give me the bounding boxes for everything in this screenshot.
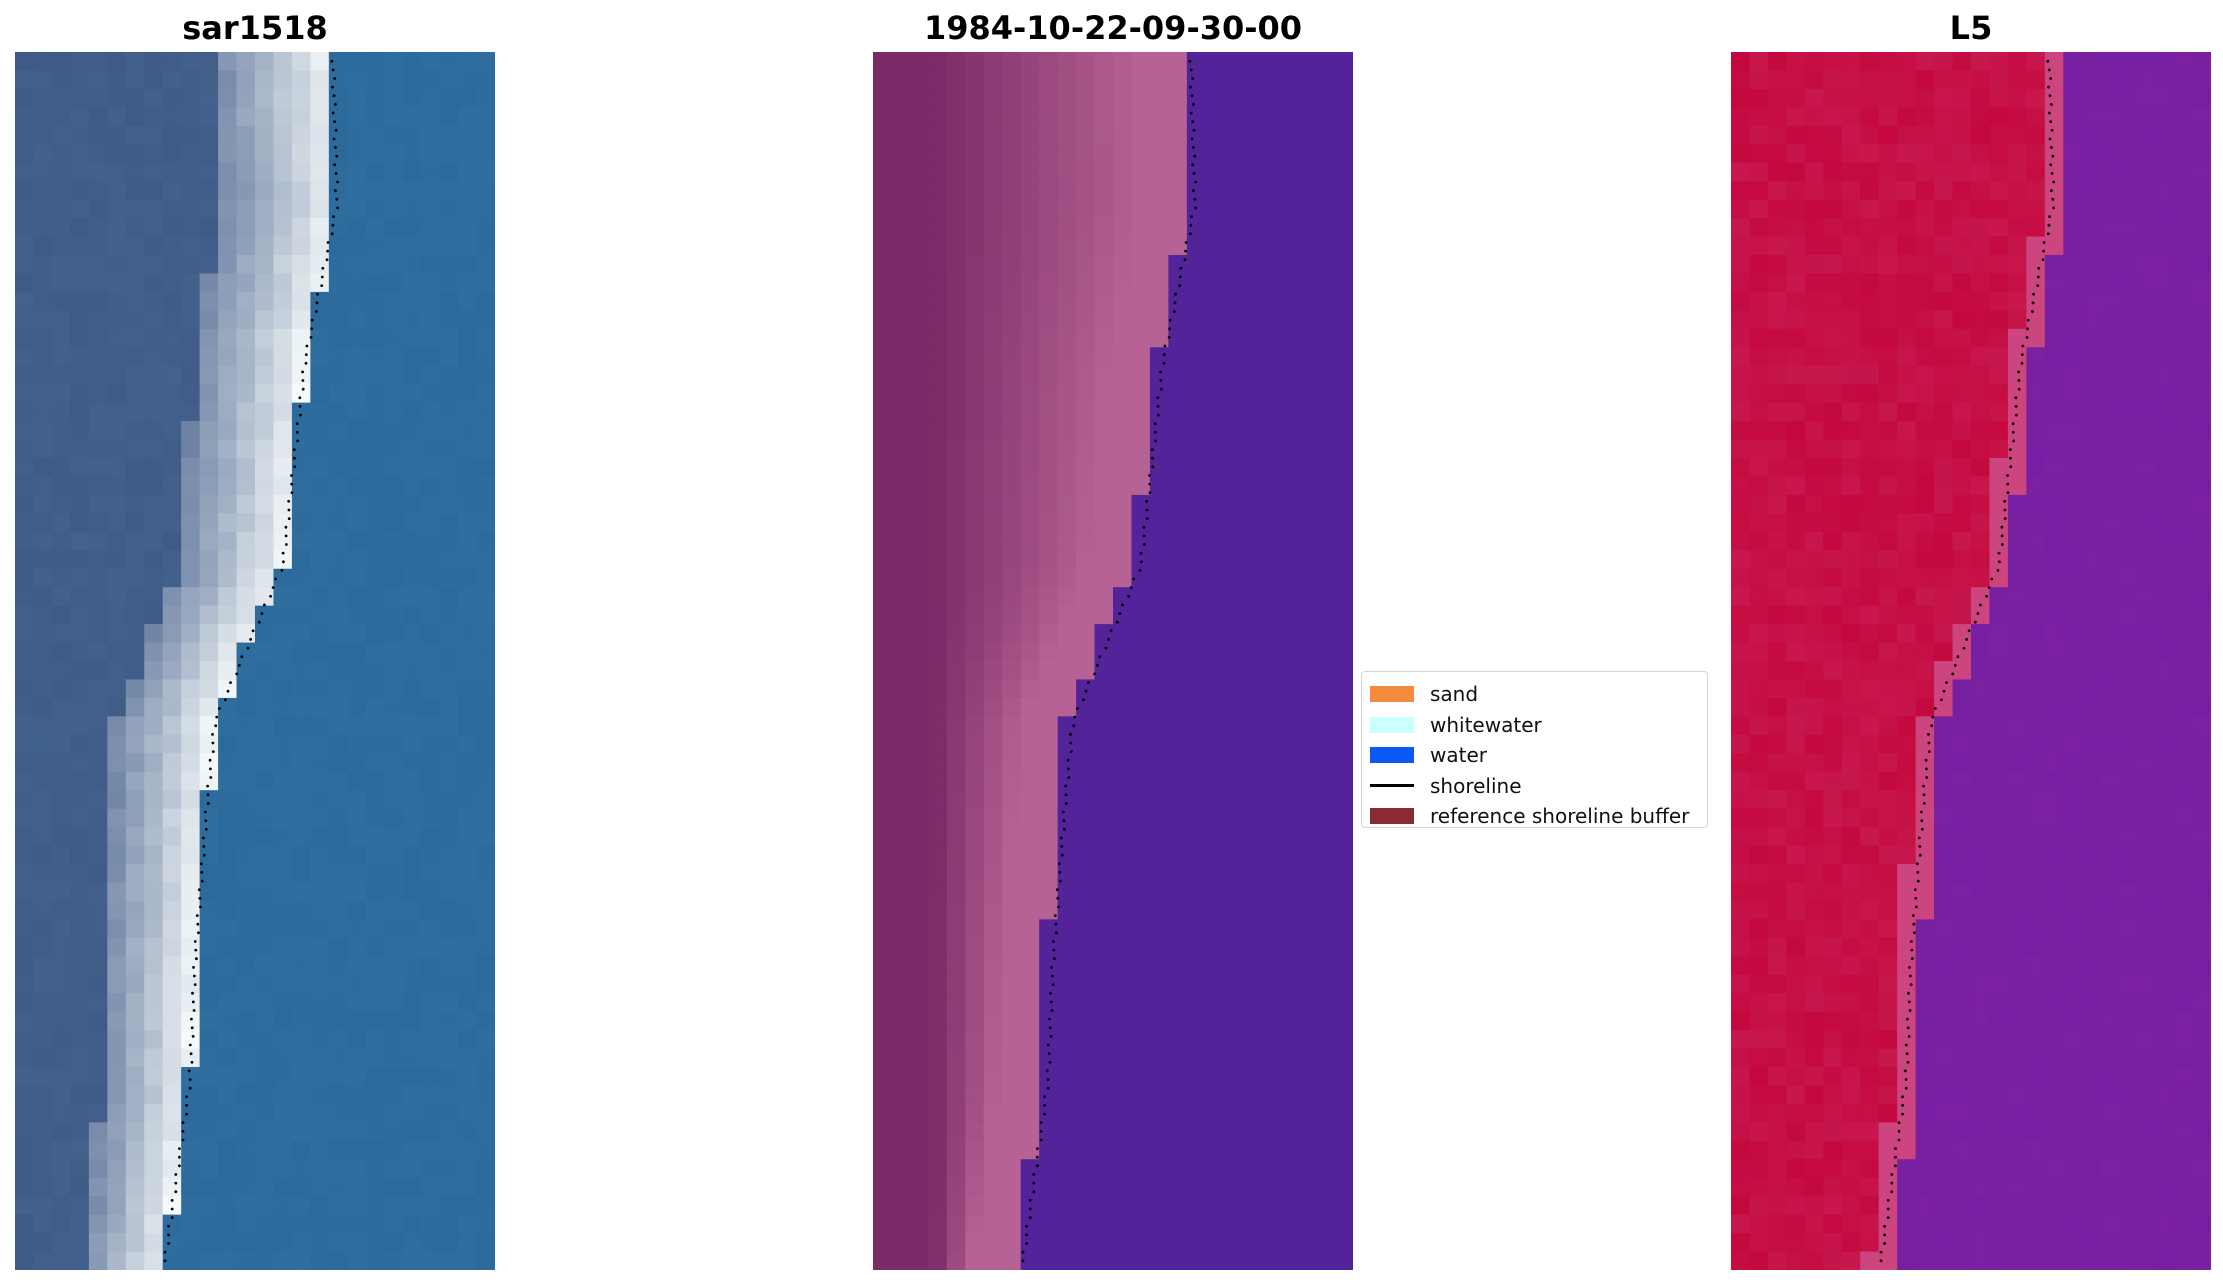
panel-index-image: L5 (1731, 0, 2211, 1283)
legend: sand whitewater water shoreline referenc… (1361, 671, 1708, 828)
legend-label: shoreline (1430, 773, 1522, 798)
legend-item-shoreline: shoreline (1370, 771, 1707, 802)
panel-classified-image: 1984-10-22-09-30-00 (873, 0, 1353, 1283)
panel-rgb-image: sar1518 (15, 0, 495, 1283)
classified-image (873, 52, 1353, 1270)
legend-label: sand (1430, 682, 1479, 707)
panel-title: L5 (1949, 9, 1993, 47)
legend-swatch (1370, 747, 1414, 764)
panel-title: sar1518 (182, 9, 328, 47)
legend-swatch (1370, 716, 1414, 733)
panel-title: 1984-10-22-09-30-00 (923, 9, 1303, 47)
legend-item-reference-shoreline-buffer: reference shoreline buffer (1370, 801, 1707, 832)
legend-label: reference shoreline buffer (1430, 804, 1690, 829)
legend-item-whitewater: whitewater (1370, 710, 1707, 741)
legend-swatch (1370, 784, 1414, 788)
legend-label: water (1430, 743, 1487, 768)
legend-swatch (1370, 686, 1414, 703)
legend-label: whitewater (1430, 712, 1542, 737)
rgb-satellite-image (15, 52, 495, 1270)
legend-item-water: water (1370, 740, 1707, 771)
legend-item-sand: sand (1370, 679, 1707, 710)
legend-swatch (1370, 808, 1414, 825)
water-index-image (1731, 52, 2211, 1270)
